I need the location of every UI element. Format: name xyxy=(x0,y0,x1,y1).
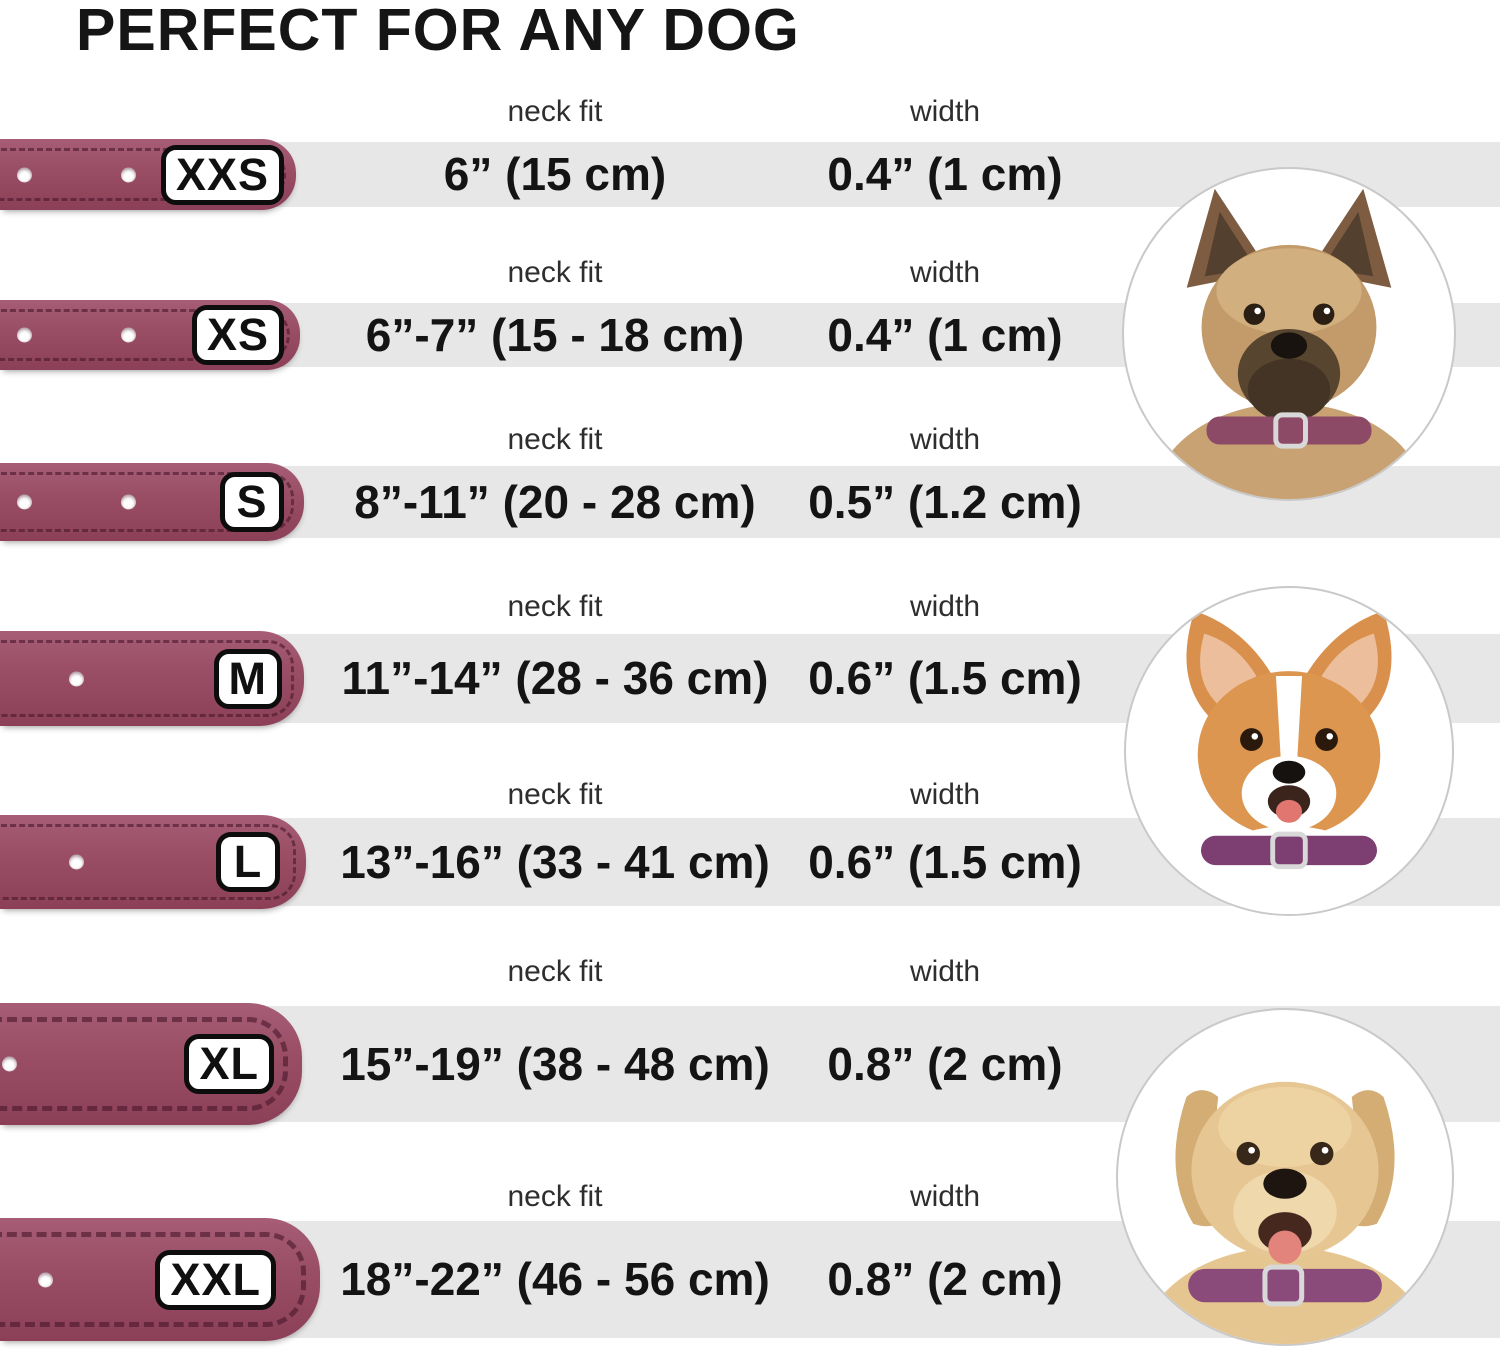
collar-hole xyxy=(17,494,32,510)
collar-xl: XL xyxy=(0,1003,302,1125)
neck-fit-value: 6” (15 cm) xyxy=(443,148,667,200)
neck-fit-label: neck fit xyxy=(507,590,603,623)
labrador-illustration xyxy=(1141,1081,1429,1344)
width-label: width xyxy=(909,256,981,289)
collar-hole xyxy=(38,1272,53,1287)
collar-hole xyxy=(121,167,136,182)
neck-fit-value: 13”-16” (33 - 41 cm) xyxy=(340,836,770,888)
collar-l: L xyxy=(0,815,306,909)
width-value: 0.8” (2 cm) xyxy=(827,1038,1063,1090)
neck-fit-label: neck fit xyxy=(507,955,603,988)
collar-m: M xyxy=(0,631,304,726)
size-badge-xs: XS xyxy=(191,305,284,365)
size-badge-xxl: XXL xyxy=(155,1249,276,1310)
collar-xs: XS xyxy=(0,300,300,370)
dog-photo-labrador xyxy=(1116,1008,1454,1346)
neck-fit-value: 8”-11” (20 - 28 cm) xyxy=(354,476,756,528)
size-badge-xl: XL xyxy=(184,1034,274,1094)
width-label: width xyxy=(909,590,981,623)
dog-photo-terrier xyxy=(1122,167,1456,501)
collar-hole xyxy=(121,327,136,343)
width-value: 0.4” (1 cm) xyxy=(827,309,1063,361)
collar-hole xyxy=(17,167,32,182)
collar-s: S xyxy=(0,463,304,541)
width-value: 0.5” (1.2 cm) xyxy=(808,476,1082,528)
page-title: PERFECT FOR ANY DOG xyxy=(76,0,800,63)
neck-fit-value: 6”-7” (15 - 18 cm) xyxy=(365,309,745,361)
collar-hole xyxy=(121,494,136,510)
terrier-illustration xyxy=(1153,188,1425,499)
corgi-illustration xyxy=(1178,610,1400,914)
neck-fit-label: neck fit xyxy=(507,1180,603,1213)
neck-fit-label: neck fit xyxy=(507,256,603,289)
width-value: 0.6” (1.5 cm) xyxy=(808,652,1082,704)
collar-hole xyxy=(69,671,84,686)
collar-hole xyxy=(17,327,32,343)
width-value: 0.8” (2 cm) xyxy=(827,1253,1063,1305)
neck-fit-value: 18”-22” (46 - 56 cm) xyxy=(340,1253,770,1305)
neck-fit-label: neck fit xyxy=(507,95,603,128)
collar-xxl: XXL xyxy=(0,1218,320,1341)
width-label: width xyxy=(909,778,981,811)
neck-fit-label: neck fit xyxy=(507,423,603,456)
width-label: width xyxy=(909,955,981,988)
width-label: width xyxy=(909,1180,981,1213)
size-badge-m: M xyxy=(213,648,282,709)
collar-hole xyxy=(2,1056,17,1072)
collar-hole xyxy=(69,854,84,870)
width-value: 0.4” (1 cm) xyxy=(827,148,1063,200)
dog-photo-corgi xyxy=(1124,586,1454,916)
size-badge-xxs: XXS xyxy=(160,144,284,205)
size-badge-l: L xyxy=(216,832,280,892)
width-value: 0.6” (1.5 cm) xyxy=(808,836,1082,888)
neck-fit-value: 15”-19” (38 - 48 cm) xyxy=(340,1038,770,1090)
size-badge-s: S xyxy=(220,472,284,532)
collar-xxs: XXS xyxy=(0,139,296,210)
width-label: width xyxy=(909,95,981,128)
neck-fit-label: neck fit xyxy=(507,778,603,811)
width-label: width xyxy=(909,423,981,456)
neck-fit-value: 11”-14” (28 - 36 cm) xyxy=(341,652,769,704)
